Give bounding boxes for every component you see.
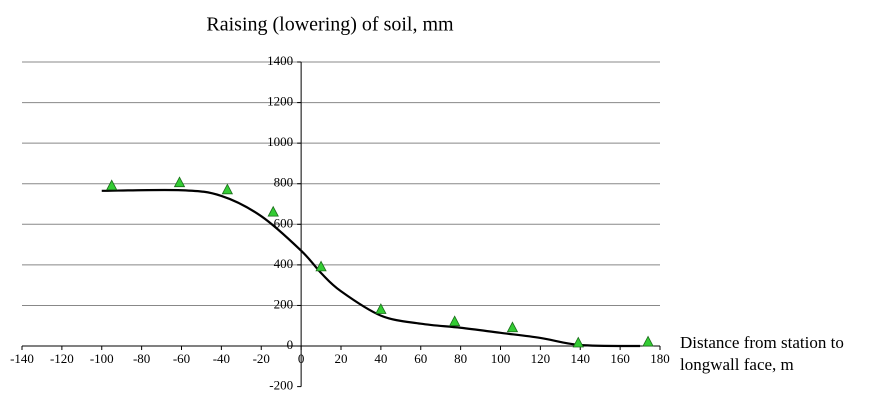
marker [506,321,519,333]
marker [267,205,279,217]
marker [106,179,118,191]
x-tick-label: 100 [491,351,511,366]
x-tick-label: -120 [50,351,74,366]
marker [642,335,654,347]
chart-title: Raising (lowering) of soil, mm [206,14,454,36]
x-tick-label: -140 [10,351,34,366]
x-tick-label: -80 [133,351,150,366]
y-tick-label: 1200 [267,94,293,109]
y-tick-label: 0 [287,337,294,352]
y-tick-label: 200 [274,296,294,311]
marker [448,315,461,327]
y-tick-label: 1400 [267,53,293,68]
x-tick-label: -60 [173,351,190,366]
x-tick-label: 80 [454,351,467,366]
x-tick-label: 120 [531,351,551,366]
y-tick-label: -200 [269,378,293,393]
x-axis-label: Distance from station to longwall face, … [680,333,844,374]
x-tick-label: 0 [298,351,305,366]
y-tick-label: 1000 [267,134,293,149]
x-tick-label: 40 [374,351,387,366]
x-tick-label: -20 [253,351,270,366]
y-tick-label: 600 [274,215,294,230]
x-tick-label: -100 [90,351,114,366]
x-tick-label: 60 [414,351,427,366]
marker [572,336,584,348]
marker [221,183,234,195]
x-tick-label: 160 [610,351,630,366]
marker [173,176,186,188]
y-tick-label: 400 [274,256,294,271]
fit-curve [101,188,641,348]
x-tick-label: -40 [213,351,230,366]
x-tick-label: 140 [571,351,591,366]
marker [315,260,327,272]
y-tick-label: 800 [274,175,294,190]
x-tick-label: 20 [335,351,348,366]
x-tick-label: 180 [650,351,670,366]
marker [375,303,387,314]
